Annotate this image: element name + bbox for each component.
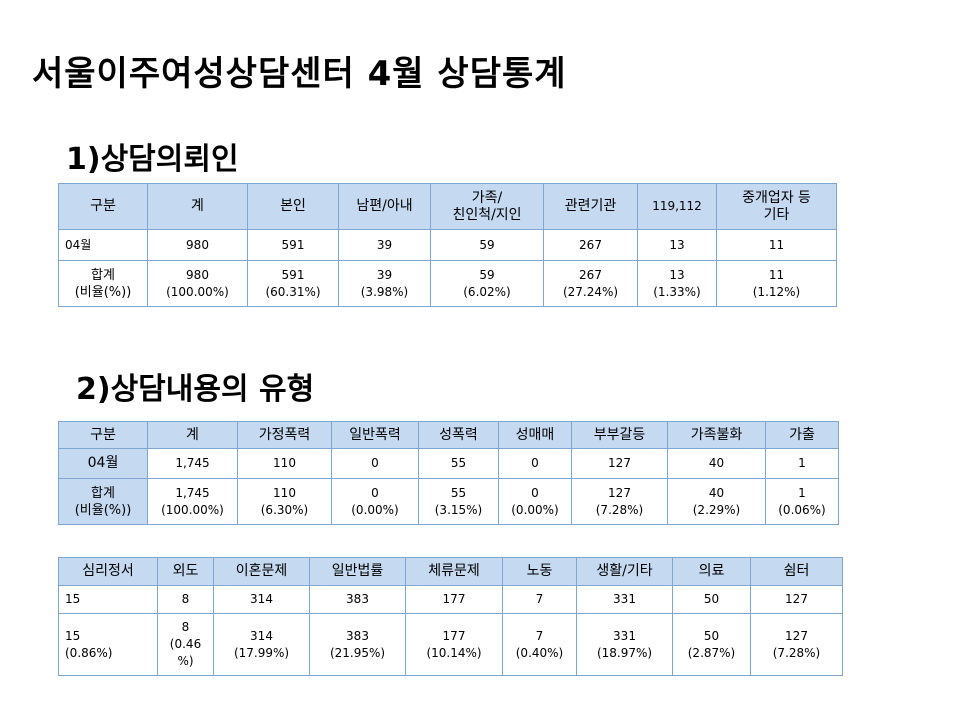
header-cell: 일반법률 xyxy=(309,557,406,586)
header-cell: 성폭력 xyxy=(418,421,499,449)
table-cell: 0 (0.00%) xyxy=(331,478,419,525)
header-cell: 남편/아내 xyxy=(338,183,431,230)
header-cell: 심리정서 xyxy=(58,557,158,586)
table-row: 04월 1,745 110 0 55 0 127 40 1 xyxy=(58,448,839,479)
table-cell: 267 xyxy=(543,229,638,261)
table-row: 합계 (비율(%)) 980 (100.00%) 591 (60.31%) 39 (3.… xyxy=(58,260,837,307)
table-cell: 127 xyxy=(571,448,668,479)
table-cell: 314 (17.99%) xyxy=(213,613,310,676)
table-cell: 1,745 (100.00%) xyxy=(147,478,238,525)
table-cell: 110 (6.30%) xyxy=(237,478,332,525)
header-cell: 의료 xyxy=(672,557,751,586)
table-cell: 50 xyxy=(672,585,751,614)
row-label: 합계 (비율(%)) xyxy=(58,260,148,307)
table-cell: 177 xyxy=(405,585,503,614)
table-cell: 7 xyxy=(502,585,577,614)
table-cell: 0 xyxy=(331,448,419,479)
section-heading-types: 2)상담내용의 유형 xyxy=(76,372,315,407)
table-cell: 59 (6.02%) xyxy=(430,260,544,307)
header-cell: 성매매 xyxy=(498,421,572,449)
header-cell: 이혼문제 xyxy=(213,557,310,586)
page-title: 서울이주여성상담센터 4월 상담통계 xyxy=(32,54,567,94)
table-cell: 127 (7.28%) xyxy=(571,478,668,525)
table-cell: 591 (60.31%) xyxy=(247,260,339,307)
table-cell: 331 xyxy=(576,585,673,614)
table-cell: 7 (0.40%) xyxy=(502,613,577,676)
header-cell: 부부갈등 xyxy=(571,421,668,449)
table-cell: 127 xyxy=(750,585,843,614)
header-cell: 구분 xyxy=(58,183,148,230)
table-row: 15 (0.86%) 8 (0.46%) 314 (17.99%) 383 (21.95… xyxy=(58,613,843,676)
table-cell: 55 xyxy=(418,448,499,479)
table-cell: 13 xyxy=(637,229,717,261)
table-cell: 15 xyxy=(58,585,158,614)
header-cell: 가족/친인척/지인 xyxy=(430,183,544,230)
header-cell: 본인 xyxy=(247,183,339,230)
table-cell: 177 (10.14%) xyxy=(405,613,503,676)
header-cell: 관련기관 xyxy=(543,183,638,230)
table-cell: 591 xyxy=(247,229,339,261)
table-cell: 1 (0.06%) xyxy=(765,478,839,525)
row-label: 04월 xyxy=(58,229,148,261)
table-cell: 11 xyxy=(716,229,837,261)
header-cell: 노동 xyxy=(502,557,577,586)
table-cell: 11 (1.12%) xyxy=(716,260,837,307)
requester-table: 구분 계 본인 남편/아내 가족/친인척/지인 관련기관 119,112 중개업… xyxy=(58,183,837,307)
table-header-row: 심리정서 외도 이혼문제 일반법률 체류문제 노동 생활/기타 의료 쉼터 xyxy=(58,557,843,586)
table-cell: 39 xyxy=(338,229,431,261)
table-header-row: 구분 계 가정폭력 일반폭력 성폭력 성매매 부부갈등 가족불화 가출 xyxy=(58,421,839,449)
table-cell: 383 (21.95%) xyxy=(309,613,406,676)
table-cell: 40 xyxy=(667,448,766,479)
table-cell: 15 (0.86%) xyxy=(58,613,158,676)
table-cell: 59 xyxy=(430,229,544,261)
section-heading-requesters: 1)상담의뢰인 xyxy=(66,142,239,177)
table-cell: 0 xyxy=(498,448,572,479)
header-cell: 가정폭력 xyxy=(237,421,332,449)
table-row: 합계 (비율(%)) 1,745 (100.00%) 110 (6.30%) 0 (0.… xyxy=(58,478,839,525)
table-cell: 1 xyxy=(765,448,839,479)
header-cell: 119,112 xyxy=(637,183,717,230)
table-cell: 331 (18.97%) xyxy=(576,613,673,676)
table-cell: 110 xyxy=(237,448,332,479)
header-cell: 가출 xyxy=(765,421,839,449)
consultation-type-table: 구분 계 가정폭력 일반폭력 성폭력 성매매 부부갈등 가족불화 가출 04월 … xyxy=(58,421,839,525)
row-label: 04월 xyxy=(58,448,148,479)
table-cell: 980 xyxy=(147,229,248,261)
consultation-type-table-continued: 심리정서 외도 이혼문제 일반법률 체류문제 노동 생활/기타 의료 쉼터 15… xyxy=(58,557,843,676)
table-cell: 39 (3.98%) xyxy=(338,260,431,307)
header-cell: 가족불화 xyxy=(667,421,766,449)
table-cell: 50 (2.87%) xyxy=(672,613,751,676)
header-cell: 체류문제 xyxy=(405,557,503,586)
header-cell: 중개업자 등 기타 xyxy=(716,183,837,230)
table-row: 04월 980 591 39 59 267 13 11 xyxy=(58,229,837,261)
table-cell: 383 xyxy=(309,585,406,614)
header-cell: 구분 xyxy=(58,421,148,449)
table-row: 15 8 314 383 177 7 331 50 127 xyxy=(58,585,843,614)
header-cell: 쉼터 xyxy=(750,557,843,586)
table-cell: 8 xyxy=(157,585,214,614)
header-cell: 계 xyxy=(147,421,238,449)
header-cell: 계 xyxy=(147,183,248,230)
table-cell: 980 (100.00%) xyxy=(147,260,248,307)
table-cell: 8 (0.46%) xyxy=(157,613,214,676)
header-cell: 생활/기타 xyxy=(576,557,673,586)
header-cell: 일반폭력 xyxy=(331,421,419,449)
table-cell: 127 (7.28%) xyxy=(750,613,843,676)
table-cell: 1,745 xyxy=(147,448,238,479)
table-cell: 314 xyxy=(213,585,310,614)
row-label: 합계 (비율(%)) xyxy=(58,478,148,525)
header-cell: 외도 xyxy=(157,557,214,586)
table-header-row: 구분 계 본인 남편/아내 가족/친인척/지인 관련기관 119,112 중개업… xyxy=(58,183,837,230)
table-cell: 13 (1.33%) xyxy=(637,260,717,307)
table-cell: 0 (0.00%) xyxy=(498,478,572,525)
table-cell: 40 (2.29%) xyxy=(667,478,766,525)
table-cell: 267 (27.24%) xyxy=(543,260,638,307)
table-cell: 55 (3.15%) xyxy=(418,478,499,525)
